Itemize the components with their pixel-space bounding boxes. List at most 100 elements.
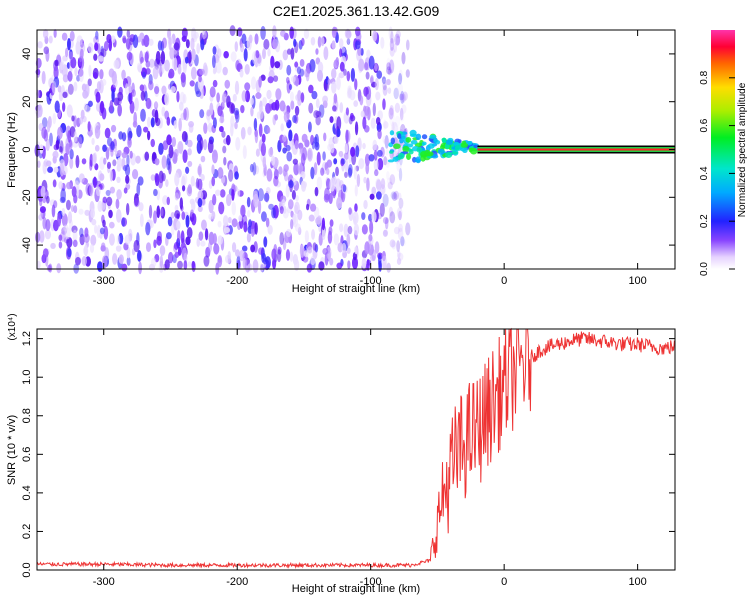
heatmap-cell [353,100,359,107]
heatmap-cell [320,36,325,47]
heatmap-cell [52,150,59,159]
heatmap-cell [59,162,65,177]
heatmap-cell [181,175,186,188]
heatmap-cell [282,208,289,219]
heatmap-cell [193,31,199,39]
heatmap-cell [65,47,69,58]
heatmap-cell [329,116,334,124]
heatmap-cell [185,236,191,246]
heatmap-cell [205,246,211,258]
heatmap-cell [282,134,287,142]
heatmap-cell [376,149,383,157]
heatmap-cell [255,148,260,157]
heatmap-cell [73,81,78,92]
heatmap-cell [311,141,316,150]
heatmap-cell [356,173,361,187]
heatmap-cell [213,243,220,255]
heatmap-cell [371,211,377,222]
heatmap-cell [226,193,232,207]
heatmap-cell [230,51,237,62]
x-tick-label: -200 [226,576,248,588]
heatmap-cell [295,194,299,202]
heatmap-cell [279,100,286,112]
heatmap-cell [321,217,326,231]
heatmap-cell [387,87,392,94]
heatmap-cell [339,61,345,72]
heatmap-cell [48,35,53,44]
heatmap-cell [227,251,232,263]
heatmap-cell [314,186,319,197]
heatmap-cell [382,135,389,145]
heatmap-cell [368,213,373,222]
heatmap-cell [267,224,273,235]
heatmap-cell [35,68,41,76]
heatmap-cell [263,236,268,248]
heatmap-cell [398,69,403,82]
heatmap-cell [156,205,161,219]
heatmap-cell [315,98,320,109]
heatmap-cell [375,191,382,200]
heatmap-cell [109,169,114,182]
heatmap-cell [75,155,80,169]
heatmap-cell [389,105,394,116]
heatmap-cell [73,130,78,143]
heatmap-cell [294,76,300,87]
heatmap-cell [364,105,370,117]
heatmap-cell [62,91,68,99]
heatmap-cell [382,98,386,111]
heatmap-cell [431,154,439,159]
heatmap-cell [223,93,227,101]
heatmap-cell [445,139,453,145]
heatmap-cell [249,97,254,105]
carrier-band-peak [477,148,675,151]
heatmap-cell [324,187,330,201]
heatmap-cell [273,75,279,82]
heatmap-cell [187,148,192,156]
heatmap-cell [137,249,142,262]
heatmap-cell [81,256,87,267]
heatmap-cell [374,78,379,91]
heatmap-cell [66,62,71,69]
heatmap-cell [353,223,360,236]
heatmap-cell [427,143,435,149]
heatmap-cell [396,207,403,219]
heatmap-cell [294,105,300,116]
heatmap-cell [290,76,296,83]
heatmap-cell [258,247,264,255]
heatmap-cell [164,59,170,72]
heatmap-cell [211,176,216,187]
heatmap-cell [153,210,157,224]
heatmap-cell [54,100,60,113]
heatmap-cell [285,183,290,198]
heatmap-cell [37,104,43,118]
heatmap-cell [67,71,73,82]
heatmap-cell [241,245,248,252]
heatmap-cell [87,42,94,54]
heatmap-cell [310,255,316,266]
heatmap-cell [293,162,300,176]
heatmap-cell [92,176,97,189]
heatmap-cell [225,134,231,146]
heatmap-cell [372,102,376,117]
heatmap-cell [176,220,181,230]
heatmap-cell [66,236,73,248]
heatmap-cell [254,222,258,235]
heatmap-cell [329,257,334,266]
heatmap-cell [197,165,202,176]
heatmap-cell [354,246,358,255]
heatmap-cell [399,115,405,122]
heatmap-cell [93,53,98,61]
heatmap-cell [381,255,388,269]
heatmap-cell [126,256,131,266]
colorbar-label: Normalized spectral amplitude [737,82,748,217]
heatmap-cell [78,136,83,149]
heatmap-cell [95,91,101,104]
heatmap-cell [224,79,231,89]
heatmap-cell [121,69,126,80]
heatmap-cell [99,173,105,181]
heatmap-cell [212,194,217,206]
heatmap-cell [397,133,402,140]
heatmap-cell [60,60,65,71]
heatmap-cell [154,109,159,123]
heatmap-cell [208,231,215,246]
